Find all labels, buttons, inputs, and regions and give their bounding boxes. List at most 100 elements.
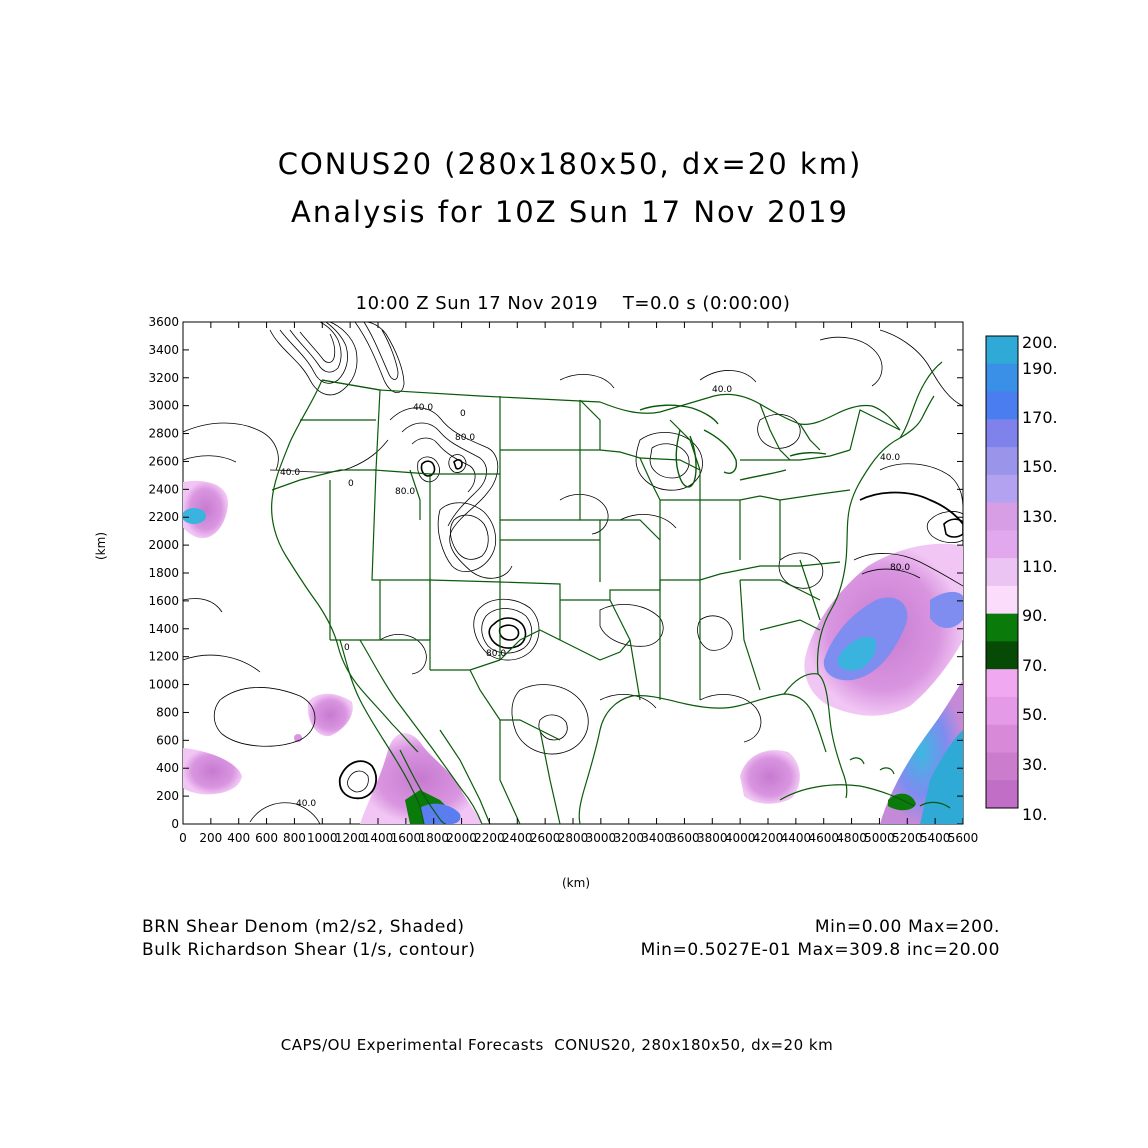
- shaded-regions: [183, 480, 963, 824]
- x-tick-label: 2800: [558, 831, 589, 845]
- colorbar-swatch: [986, 641, 1018, 670]
- colorbar-swatch: [986, 780, 1018, 809]
- x-tick-label: 1800: [418, 831, 449, 845]
- y-axis-label: (km): [94, 531, 108, 560]
- y-tick-label: 2200: [148, 510, 179, 524]
- baja: [339, 639, 425, 824]
- shaded-field-label: BRN Shear Denom (m2/s2, Shaded): [142, 917, 465, 937]
- x-tick-label: 1000: [307, 831, 338, 845]
- x-tick-label: 1200: [335, 831, 366, 845]
- colorbar-swatch: [986, 530, 1018, 559]
- x-tick-labels: 0 200 400 600 800 100012001400160018002000220…: [179, 831, 978, 845]
- shade-gulf: [740, 750, 800, 804]
- contour-label: 40.0: [413, 403, 433, 413]
- y-tick-label: 1800: [148, 566, 179, 580]
- x-tick-label: 2400: [502, 831, 533, 845]
- baja-gulf: [359, 639, 483, 824]
- contour-label: 0: [344, 643, 350, 653]
- x-tick-label: 2200: [474, 831, 505, 845]
- mexico-west-coast: [399, 749, 447, 824]
- plot-time-title: 10:00 Z Sun 17 Nov 2019 T=0.0 s (0:00:00…: [355, 293, 791, 314]
- x-tick-label: 600: [255, 831, 278, 845]
- y-tick-label: 1200: [148, 650, 179, 664]
- shade-caribbean-cyan: [920, 730, 963, 824]
- colorbar-label: 50.: [1022, 705, 1047, 724]
- lake-erie: [739, 469, 787, 481]
- shade-mexico-west: [360, 733, 482, 824]
- colorbar-swatch: [986, 613, 1018, 642]
- contour-label: 40.0: [880, 453, 900, 463]
- shade-baja-west: [307, 693, 353, 737]
- x-tick-label: 3800: [697, 831, 728, 845]
- mexico-gulf-coast: [578, 789, 585, 824]
- y-tick-label: 2800: [148, 427, 179, 441]
- x-axis-label: (km): [562, 876, 591, 890]
- x-tick-label: 3600: [669, 831, 700, 845]
- colorbar-swatch: [986, 724, 1018, 753]
- boundaries: [271, 361, 943, 824]
- colorbar-label: 90.: [1022, 606, 1047, 625]
- colorbar-label: 130.: [1022, 507, 1058, 526]
- colorbar-label: 190.: [1022, 359, 1058, 378]
- colorbar-label: 30.: [1022, 755, 1047, 774]
- x-tick-label: 800: [283, 831, 306, 845]
- colorbar-frame: [985, 335, 1019, 809]
- contour-label: 0: [348, 479, 354, 489]
- contour-field-range: Min=0.5027E-01 Max=309.8 inc=20.00: [640, 940, 1000, 960]
- lake-superior: [639, 404, 719, 425]
- y-tick-label: 600: [156, 733, 179, 747]
- east-coast: [816, 395, 935, 675]
- florida: [783, 673, 848, 799]
- lake-ontario: [789, 451, 827, 457]
- caribbean-islands: [779, 757, 951, 809]
- colorbar-label: 110.: [1022, 557, 1058, 576]
- x-tick-label: 4800: [836, 831, 867, 845]
- colorbar-swatch: [986, 585, 1018, 615]
- colorbar: [985, 335, 1019, 809]
- contour-label: 80.0: [455, 433, 475, 443]
- colorbar-labels: 200. 190. 170. 150. 130. 110. 90. 70. 50. 30. 10.: [1022, 333, 1058, 824]
- shade-atlantic-cyan: [837, 637, 877, 671]
- shaded-field-range: Min=0.00 Max=200.: [814, 917, 1000, 937]
- colorbar-swatch: [986, 696, 1018, 726]
- x-tick-label: 200: [199, 831, 222, 845]
- credit-line: CAPS/OU Experimental Forecasts CONUS20, …: [280, 1036, 834, 1054]
- colorbar-label: 10.: [1022, 805, 1047, 824]
- y-tick-labels: 0 200 400 600 800 1000 1200 1400 1600 1800 2000 220…: [148, 315, 179, 831]
- y-tick-label: 2600: [148, 454, 179, 468]
- y-tick-label: 3200: [148, 371, 179, 385]
- colorbar-swatch: [986, 336, 1018, 365]
- x-tick-label: 4200: [753, 831, 784, 845]
- main-subtitle: Analysis for 10Z Sun 17 Nov 2019: [291, 195, 849, 229]
- great-lakes: [639, 404, 827, 488]
- colorbar-swatch: [986, 474, 1018, 504]
- x-tick-label: 400: [227, 831, 250, 845]
- colorbar-swatch: [986, 363, 1018, 393]
- y-tick-label: 1000: [148, 678, 179, 692]
- colorbar-label: 150.: [1022, 457, 1058, 476]
- y-tick-label: 2000: [148, 538, 179, 552]
- colorbar-swatch: [986, 752, 1018, 781]
- gulf-coast: [583, 693, 827, 791]
- y-tick-label: 0: [171, 817, 179, 831]
- colorbar-swatch: [986, 419, 1018, 448]
- x-tick-label: 3000: [586, 831, 617, 845]
- colorbar-label: 200.: [1022, 333, 1058, 352]
- x-tick-label: 3400: [641, 831, 672, 845]
- contour-label: 80.0: [890, 563, 910, 573]
- contour-label: 40.0: [712, 385, 732, 395]
- y-tick-label: 200: [156, 789, 179, 803]
- shade-mexico-blue: [420, 803, 461, 824]
- y-tick-label: 3600: [148, 315, 179, 329]
- y-tick-label: 3400: [148, 343, 179, 357]
- x-tick-label: 3200: [613, 831, 644, 845]
- y-tick-label: 400: [156, 761, 179, 775]
- west-coast: [271, 379, 419, 753]
- x-tick-label: 0: [179, 831, 187, 845]
- colorbar-swatch: [986, 391, 1018, 420]
- contour-label: 80.0: [486, 649, 506, 659]
- y-tick-label: 1400: [148, 622, 179, 636]
- colorbar-swatch: [986, 447, 1018, 476]
- shade-bahamas-green: [888, 793, 916, 811]
